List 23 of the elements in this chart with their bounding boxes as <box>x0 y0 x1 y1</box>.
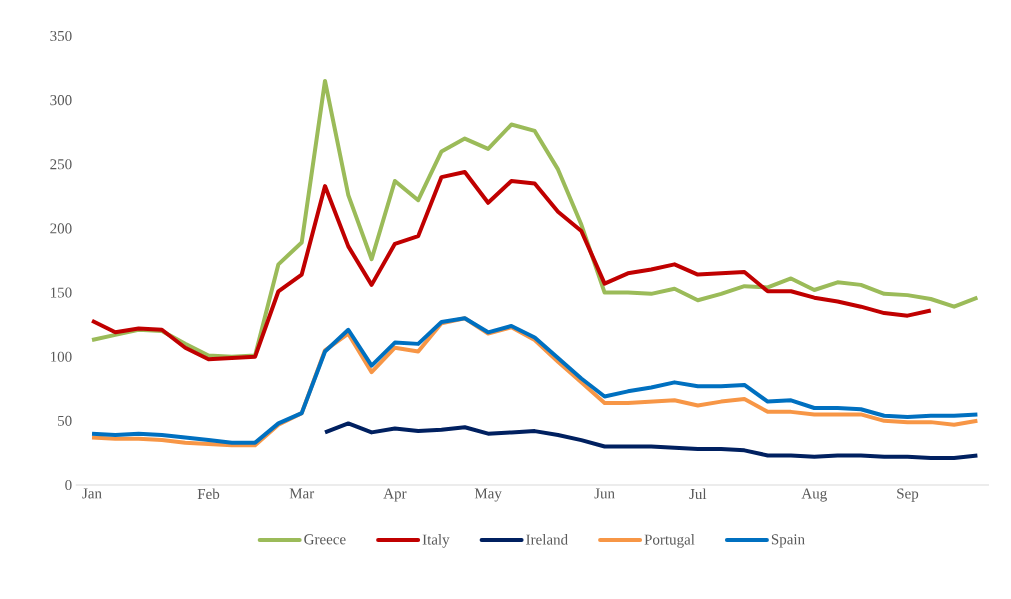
y-tick-label: 50 <box>58 415 72 426</box>
y-tick-label: 350 <box>50 30 72 42</box>
x-tick-label: Jul <box>689 488 707 500</box>
y-tick-label: 150 <box>50 287 72 298</box>
x-tick-label: Apr <box>383 488 407 502</box>
legend-label: Greece <box>304 534 346 545</box>
x-tick-label: May <box>474 488 502 502</box>
x-tick-label: Jun <box>594 488 615 499</box>
x-tick-label: Jan <box>82 488 102 499</box>
legend-label: Portugal <box>644 534 695 548</box>
x-tick-label: Aug <box>801 488 827 502</box>
x-tick-label: Mar <box>289 488 315 499</box>
y-tick-label: 100 <box>50 351 72 362</box>
line-series <box>90 169 933 362</box>
y-tick-label: 300 <box>50 95 72 106</box>
x-tick-label: Feb <box>197 488 220 500</box>
legend-label: Spain <box>771 534 805 548</box>
legend-label: Italy <box>422 534 450 548</box>
y-tick-label: 200 <box>50 223 72 234</box>
y-tick-label: 250 <box>50 159 72 170</box>
legend-label: Ireland <box>526 534 568 545</box>
x-tick-label: Sep <box>897 488 919 502</box>
y-tick-label: 0 <box>65 479 72 491</box>
